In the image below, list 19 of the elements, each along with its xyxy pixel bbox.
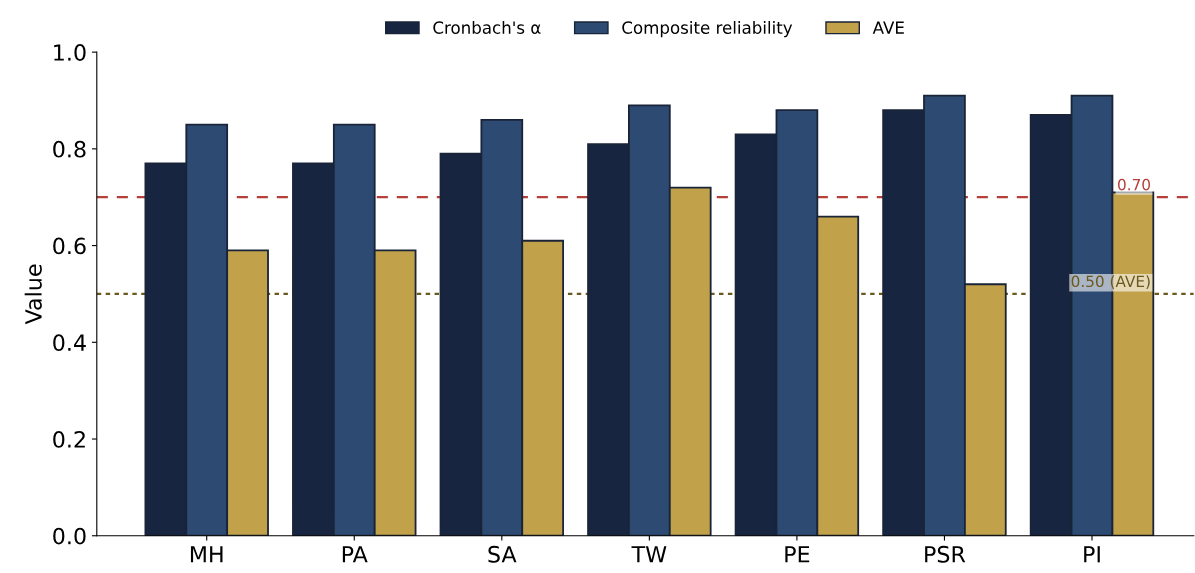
legend-label: AVE (872, 21, 904, 34)
ref-line-label: 0.50 (AVE) (1071, 275, 1150, 289)
y-tick-label: 0.6 (53, 237, 86, 255)
y-tick-label: 0.0 (53, 527, 86, 545)
x-tick-label: PE (785, 546, 810, 563)
y-tick-label: 0.4 (53, 334, 86, 352)
ref-line-label: 0.70 (1118, 178, 1150, 191)
y-tick-label: 1.0 (54, 44, 86, 61)
y-axis-title: Value (24, 264, 42, 325)
x-tick-label: TW (631, 546, 667, 563)
y-tick-label: 0.2 (53, 430, 85, 448)
x-tick-label: PSR (925, 545, 966, 563)
x-tick-label: MH (190, 546, 223, 563)
x-tick-label: SA (488, 545, 517, 563)
y-tick-label: 0.8 (53, 140, 86, 158)
x-tick-label: PI (1084, 546, 1100, 563)
x-tick-label: PA (342, 546, 368, 563)
legend-label: Cronbach's α (433, 21, 541, 34)
legend-label: Composite reliability (622, 21, 793, 38)
